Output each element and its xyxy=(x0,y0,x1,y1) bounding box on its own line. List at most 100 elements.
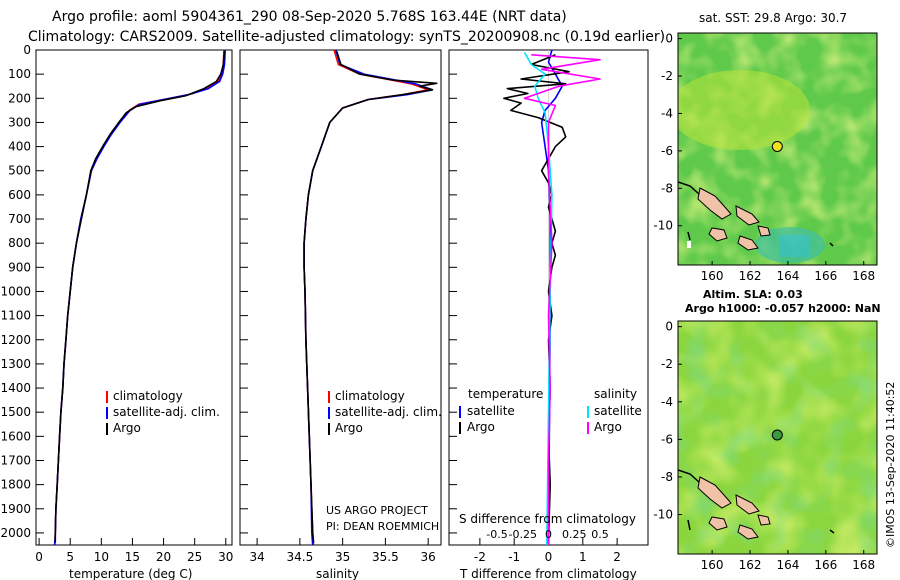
cool-patch-pixels xyxy=(780,235,810,257)
x-tick-label: -1 xyxy=(508,550,520,564)
temperature-panel-frame xyxy=(35,49,233,546)
map-y-tick-label: -2 xyxy=(661,69,673,83)
legend-label-s-argo: Argo xyxy=(594,420,622,434)
depth-tick-label: 400 xyxy=(8,140,31,154)
imos-watermark: ©IMOS 13-Sep-2020 11:40:52 xyxy=(884,382,897,548)
series-group xyxy=(53,50,226,545)
legend-label-climatology: climatology xyxy=(335,389,405,403)
s-difference-label: S difference from climatology xyxy=(459,512,636,526)
map-x-tick-label: 164 xyxy=(776,558,799,572)
temperature-xlabel: temperature (deg C) xyxy=(69,567,192,580)
sla-map-title-line1: Altim. SLA: 0.03 xyxy=(703,288,803,301)
series-line-satellite-adj-clim- xyxy=(53,50,226,545)
series-line-t-satellite xyxy=(540,50,564,545)
x-tick-label: 35 xyxy=(335,550,350,564)
legend-swatch-s-satellite xyxy=(587,406,589,418)
x-tick-label: 5 xyxy=(66,550,74,564)
legend-swatch-climatology xyxy=(106,391,108,403)
sla-map-title-line2: Argo h1000: -0.057 h2000: NaN xyxy=(685,302,881,315)
difference-legend: temperature salinity satellite Argo sate… xyxy=(459,387,642,434)
legend-swatch-satellite-adj xyxy=(106,407,108,419)
map-x-tick-label: 166 xyxy=(814,558,837,572)
depth-tick-label: 800 xyxy=(8,236,31,250)
depth-tick-label: 200 xyxy=(8,91,31,105)
map-x-tick-label: 162 xyxy=(739,558,762,572)
legend-label-s-satellite: satellite xyxy=(594,404,642,418)
coastline-fragments xyxy=(678,469,835,534)
depth-tick-label: 0 xyxy=(23,43,31,57)
credit-project: US ARGO PROJECT xyxy=(326,504,428,517)
s-diff-tick-label: -0.25 xyxy=(509,528,537,541)
series-line-argo xyxy=(303,50,438,543)
map-y-tick-label: -8 xyxy=(661,181,673,195)
x-tick-label: 36 xyxy=(421,550,436,564)
map-y-tick-label: -2 xyxy=(661,357,673,371)
x-tick-label: 35.5 xyxy=(372,550,399,564)
s-diff-tick-label: -0.5 xyxy=(486,528,507,541)
map-x-tick-label: 168 xyxy=(852,558,875,572)
x-tick-label: 25 xyxy=(187,550,202,564)
legend-label-satellite-adj: satellite-adj. clim. xyxy=(335,405,442,419)
salinity-panel-frame xyxy=(239,49,442,546)
map-y-tick-label: -8 xyxy=(661,470,673,484)
coastline-fragments xyxy=(678,181,834,247)
depth-tick-label: 2000 xyxy=(0,526,31,540)
legend-title-salinity: salinity xyxy=(594,387,637,401)
map-y-tick-label: -6 xyxy=(661,432,673,446)
sst-map-frame xyxy=(677,32,878,266)
depth-tick-label: 900 xyxy=(8,260,31,274)
x-tick-label: 15 xyxy=(125,550,140,564)
legend-swatch-argo xyxy=(328,423,330,435)
legend-swatch-argo xyxy=(106,423,108,435)
sst-map: sat. SST: 29.8 Argo: 30.7 160 162 164 166 16… xyxy=(653,11,878,283)
sla-map: Altim. SLA: 0.03 Argo h1000: -0.057 h200… xyxy=(653,288,880,572)
map-y-tick-label: -10 xyxy=(653,219,673,233)
depth-tick-label: 700 xyxy=(8,212,31,226)
x-tick-label: 30 xyxy=(218,550,233,564)
depth-tick-label: 1600 xyxy=(0,429,31,443)
x-tick-label: -2 xyxy=(474,550,486,564)
sla-map-axes: 160 162 164 166 168 0 -2 -4 -6 -8 -10 xyxy=(653,320,875,572)
argo-position-marker xyxy=(771,141,783,152)
land-solomon-islands xyxy=(697,187,771,251)
sst-map-axes: 160 162 164 166 168 0 -2 -4 -6 -8 -10 xyxy=(653,32,875,283)
warm-patch xyxy=(678,70,810,150)
depth-tick-label: 1300 xyxy=(0,357,31,371)
x-tick-label: 0 xyxy=(35,550,43,564)
series-group xyxy=(503,50,601,545)
map-x-tick-label: 162 xyxy=(739,269,762,283)
legend-label-climatology: climatology xyxy=(113,389,183,403)
legend-swatch-s-argo xyxy=(587,422,589,434)
salinity-plot: 34 34.5 35 35.5 36 xyxy=(249,50,438,564)
legend-swatch-t-argo xyxy=(459,422,461,434)
series-line-climatology xyxy=(53,50,225,545)
map-y-tick-label: -4 xyxy=(661,106,673,120)
depth-tick-label: 100 xyxy=(8,67,31,81)
depth-tick-label: 1100 xyxy=(0,309,31,323)
legend-swatch-satellite-adj xyxy=(328,407,330,419)
legend-swatch-t-satellite xyxy=(459,406,461,418)
map-y-tick-label: -4 xyxy=(661,395,673,409)
depth-tick-label: 1200 xyxy=(0,333,31,347)
map-x-tick-label: 166 xyxy=(814,269,837,283)
sla-map-frame xyxy=(677,320,878,555)
legend-label-argo: Argo xyxy=(113,421,141,435)
x-tick-label: 0 xyxy=(545,550,553,564)
depth-tick-label: 600 xyxy=(8,188,31,202)
difference-plot: -2 -1 0 1 2 xyxy=(474,50,621,564)
s-diff-tick-label: 0.5 xyxy=(591,528,609,541)
salinity-legend: climatology satellite-adj. clim. Argo US… xyxy=(326,389,442,533)
map-x-tick-label: 160 xyxy=(701,558,724,572)
s-diff-tick-label: 0 xyxy=(545,528,552,541)
legend-swatch-climatology xyxy=(328,391,330,403)
depth-tick-label: 1700 xyxy=(0,453,31,467)
white-pixel xyxy=(687,241,691,248)
difference-xlabel: T difference from climatology xyxy=(459,567,637,580)
legend-title-temperature: temperature xyxy=(468,387,543,401)
s-difference-ticks: -0.5 -0.25 0 0.25 0.5 xyxy=(486,528,608,541)
series-line-s-argo xyxy=(523,54,601,545)
series-line-argo xyxy=(54,51,226,543)
land-solomon-islands xyxy=(697,476,771,540)
legend-label-t-argo: Argo xyxy=(467,420,495,434)
